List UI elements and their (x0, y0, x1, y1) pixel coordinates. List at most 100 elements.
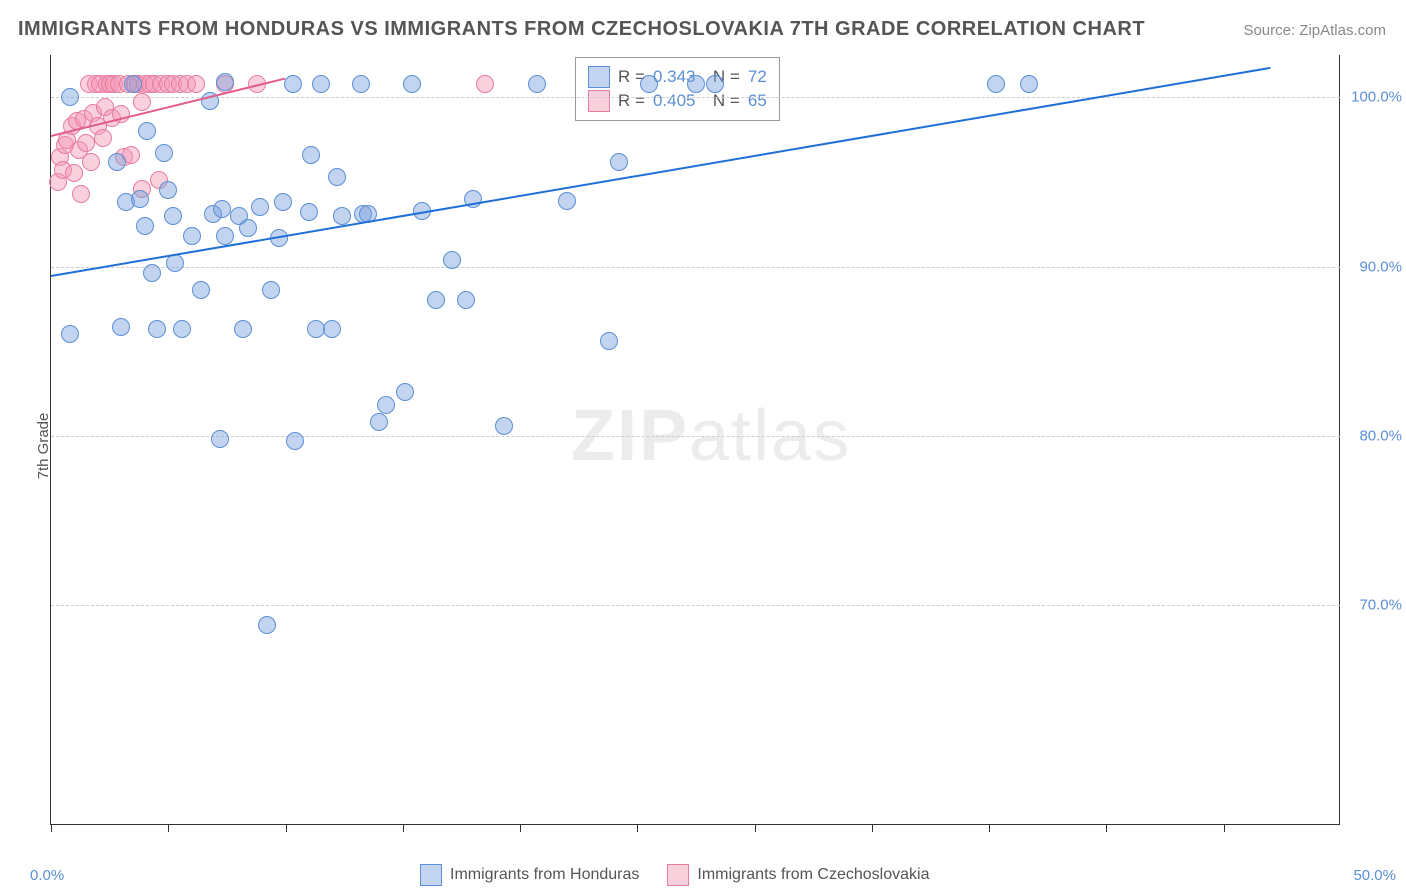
data-point (286, 432, 304, 450)
data-point (328, 168, 346, 186)
data-point (136, 217, 154, 235)
data-point (274, 193, 292, 211)
data-point (234, 320, 252, 338)
data-point (403, 75, 421, 93)
data-point (251, 198, 269, 216)
data-point (108, 153, 126, 171)
data-point (370, 413, 388, 431)
data-point (94, 129, 112, 147)
data-point (65, 164, 83, 182)
data-point (300, 203, 318, 221)
x-tick (989, 824, 990, 832)
data-point (82, 153, 100, 171)
gridline (51, 605, 1340, 606)
gridline (51, 97, 1340, 98)
bottom-legend-label: Immigrants from Czechoslovakia (697, 866, 929, 884)
chart-title: IMMIGRANTS FROM HONDURAS VS IMMIGRANTS F… (18, 18, 1145, 41)
legend-swatch (420, 864, 442, 886)
data-point (133, 93, 151, 111)
y-tick-label: 80.0% (1359, 427, 1402, 444)
legend-n-label: N = (703, 91, 739, 111)
x-tick (51, 824, 52, 832)
data-point (427, 291, 445, 309)
data-point (112, 318, 130, 336)
legend-row: R = 0.343 N = 72 (588, 66, 767, 88)
data-point (1020, 75, 1038, 93)
x-tick (1106, 824, 1107, 832)
legend-n-value: 65 (748, 91, 767, 111)
legend-row: R = 0.405 N = 65 (588, 90, 767, 112)
x-axis-max-label: 50.0% (1353, 867, 1396, 884)
data-point (476, 75, 494, 93)
data-point (211, 430, 229, 448)
data-point (155, 144, 173, 162)
source-text: Source: ZipAtlas.com (1243, 22, 1386, 39)
y-tick-label: 100.0% (1351, 89, 1402, 106)
y-tick-label: 70.0% (1359, 597, 1402, 614)
data-point (312, 75, 330, 93)
data-point (396, 383, 414, 401)
x-tick (637, 824, 638, 832)
data-point (706, 75, 724, 93)
gridline (51, 267, 1340, 268)
data-point (138, 122, 156, 140)
data-point (183, 227, 201, 245)
data-point (164, 207, 182, 225)
data-point (377, 396, 395, 414)
legend-stats: R = 0.343 N = 72R = 0.405 N = 65 (575, 57, 780, 121)
right-axis (1339, 55, 1340, 824)
legend-swatch (667, 864, 689, 886)
data-point (600, 332, 618, 350)
data-point (443, 251, 461, 269)
data-point (352, 75, 370, 93)
x-axis-min-label: 0.0% (30, 867, 64, 884)
legend-n-value: 72 (748, 67, 767, 87)
data-point (307, 320, 325, 338)
bottom-legend-item: Immigrants from Honduras (420, 864, 639, 886)
data-point (610, 153, 628, 171)
data-point (159, 181, 177, 199)
data-point (187, 75, 205, 93)
data-point (495, 417, 513, 435)
gridline (51, 436, 1340, 437)
data-point (687, 75, 705, 93)
plot-area: ZIPatlas R = 0.343 N = 72R = 0.405 N = 6… (50, 55, 1340, 825)
data-point (72, 185, 90, 203)
data-point (457, 291, 475, 309)
data-point (131, 190, 149, 208)
data-point (143, 264, 161, 282)
data-point (77, 134, 95, 152)
data-point (61, 88, 79, 106)
x-tick (286, 824, 287, 832)
x-tick (168, 824, 169, 832)
data-point (262, 281, 280, 299)
x-tick (872, 824, 873, 832)
data-point (640, 75, 658, 93)
bottom-legend-label: Immigrants from Honduras (450, 866, 639, 884)
legend-swatch (588, 90, 610, 112)
data-point (528, 75, 546, 93)
x-tick (403, 824, 404, 832)
data-point (213, 200, 231, 218)
x-tick (755, 824, 756, 832)
data-point (558, 192, 576, 210)
legend-r-value: 0.405 (653, 91, 696, 111)
bottom-legend: Immigrants from Honduras Immigrants from … (420, 864, 929, 886)
data-point (258, 616, 276, 634)
legend-r-label: R = (618, 91, 645, 111)
data-point (192, 281, 210, 299)
data-point (124, 75, 142, 93)
y-tick-label: 90.0% (1359, 258, 1402, 275)
data-point (302, 146, 320, 164)
x-tick (1224, 824, 1225, 832)
legend-swatch (588, 66, 610, 88)
data-point (239, 219, 257, 237)
data-point (216, 73, 234, 91)
data-point (987, 75, 1005, 93)
data-point (333, 207, 351, 225)
bottom-legend-item: Immigrants from Czechoslovakia (667, 864, 929, 886)
data-point (148, 320, 166, 338)
data-point (284, 75, 302, 93)
data-point (216, 227, 234, 245)
data-point (323, 320, 341, 338)
